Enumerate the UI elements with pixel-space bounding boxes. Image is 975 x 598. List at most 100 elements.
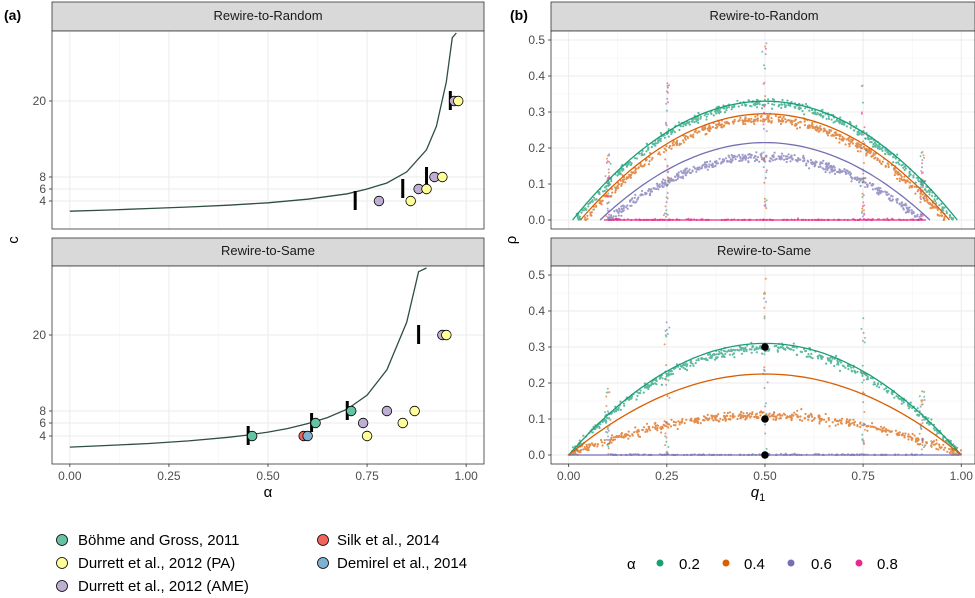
scatter-point xyxy=(589,214,592,217)
streak-point xyxy=(765,42,768,45)
scatter-point xyxy=(931,202,934,205)
scatter-point xyxy=(865,153,868,156)
theory-curve xyxy=(568,373,962,456)
scatter-point xyxy=(585,445,588,448)
scatter-point xyxy=(798,108,801,111)
legend-source-item: Durrett et al., 2012 (PA) xyxy=(56,555,235,572)
scatter-point xyxy=(826,134,830,137)
streak-point xyxy=(667,379,670,382)
theory-curve xyxy=(69,267,427,448)
scatter-point xyxy=(683,422,686,425)
scatter-point xyxy=(879,187,882,190)
panel-b-strip-bottom: Rewire-to-Same xyxy=(717,243,811,258)
scatter-point xyxy=(748,104,752,107)
scatter-point xyxy=(810,413,813,417)
scatter-point xyxy=(796,127,799,130)
scatter-point xyxy=(813,416,816,420)
scatter-point xyxy=(907,433,910,436)
scatter-point xyxy=(715,161,718,164)
scatter-point xyxy=(689,364,692,367)
scatter-point xyxy=(720,352,723,355)
scatter-point xyxy=(649,190,652,193)
scatter-point xyxy=(579,451,582,454)
scatter-point xyxy=(744,346,747,349)
streak-point xyxy=(862,179,865,182)
scatter-point xyxy=(880,383,883,386)
scatter-point xyxy=(591,431,594,434)
scatter-point xyxy=(712,165,715,168)
streak-point xyxy=(863,126,866,129)
scatter-point xyxy=(897,173,900,176)
scatter-point xyxy=(695,170,698,173)
scatter-point xyxy=(835,137,838,140)
scatter-point xyxy=(745,411,749,415)
scatter-point xyxy=(647,163,651,166)
scatter-point xyxy=(610,438,613,441)
scatter-point xyxy=(623,404,626,407)
scatter-point xyxy=(949,439,952,442)
scatter-point xyxy=(876,158,879,162)
streak-point xyxy=(667,101,669,104)
scatter-point xyxy=(580,211,583,214)
scatter-point xyxy=(880,162,883,166)
legend-alpha-item: 0.2 xyxy=(656,556,700,573)
scatter-point xyxy=(773,103,776,106)
scatter-point xyxy=(848,120,851,123)
scatter-point xyxy=(819,161,822,164)
scatter-point xyxy=(603,441,606,444)
scatter-point xyxy=(662,423,665,426)
scatter-point xyxy=(856,370,859,373)
streak-point xyxy=(607,445,610,448)
data-point xyxy=(421,183,432,195)
scatter-point xyxy=(769,160,772,163)
y-tick-label: 6 xyxy=(39,416,46,430)
streak-point xyxy=(764,47,767,50)
scatter-point xyxy=(784,452,787,455)
scatter-point xyxy=(679,365,682,368)
scatter-point xyxy=(694,417,697,421)
scatter-point xyxy=(582,434,585,437)
scatter-point xyxy=(868,182,872,185)
streak-point xyxy=(862,401,865,404)
panel-a-label: (a) xyxy=(4,7,21,23)
scatter-point xyxy=(828,171,831,174)
streak-point xyxy=(919,426,922,429)
scatter-point xyxy=(928,202,932,205)
scatter-point xyxy=(835,119,838,122)
streak-point xyxy=(607,435,610,438)
scatter-point xyxy=(642,426,646,429)
scatter-point xyxy=(772,98,776,101)
streak-point xyxy=(607,195,610,198)
panel-b-x-axis-title: q1 xyxy=(751,484,765,504)
scatter-point xyxy=(596,443,600,446)
scatter-point xyxy=(591,200,594,203)
scatter-point xyxy=(824,162,827,166)
scatter-point xyxy=(927,189,931,192)
scatter-point xyxy=(788,415,791,419)
scatter-point xyxy=(770,107,774,110)
scatter-point xyxy=(852,418,855,421)
streak-points xyxy=(663,321,671,456)
scatter-point xyxy=(951,449,955,452)
scatter-point xyxy=(620,214,623,217)
scatter-point xyxy=(851,142,855,145)
streak-point xyxy=(762,158,765,161)
scatter-point xyxy=(907,407,911,410)
scatter-point xyxy=(913,409,917,413)
scatter-point xyxy=(721,418,725,421)
scatter-point xyxy=(724,157,728,160)
streak-point xyxy=(664,435,667,438)
scatter-point xyxy=(688,168,691,171)
scatter-point xyxy=(705,132,708,135)
panel-a-strip-top: Rewire-to-Random xyxy=(213,8,322,23)
scatter-point xyxy=(945,210,948,213)
streak-point xyxy=(608,161,611,163)
streak-point xyxy=(608,442,611,445)
scatter-point xyxy=(684,367,687,371)
scatter-point xyxy=(892,161,895,164)
data-point xyxy=(346,405,357,417)
scatter-point xyxy=(867,149,871,152)
streak-points xyxy=(662,82,671,218)
scatter-point xyxy=(697,121,700,124)
scatter-point xyxy=(626,177,629,180)
